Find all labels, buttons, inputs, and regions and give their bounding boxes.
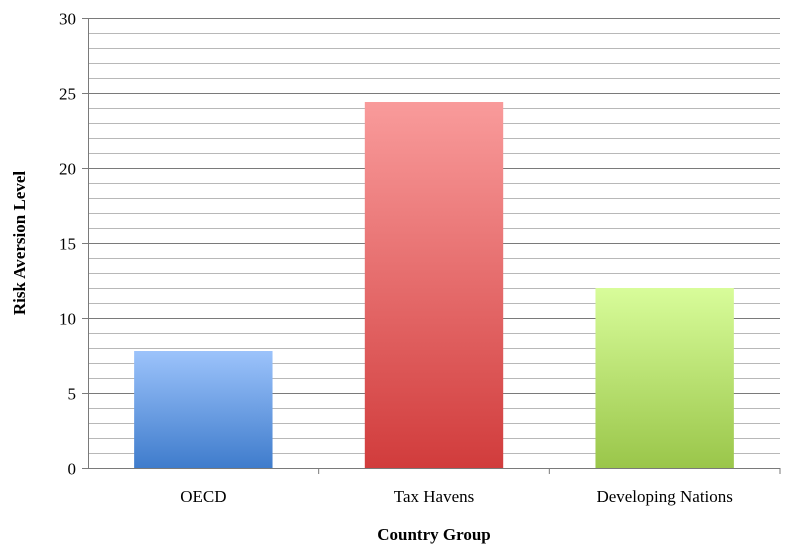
axes bbox=[82, 18, 781, 474]
x-category-label: OECD bbox=[180, 487, 226, 506]
y-tick-label: 0 bbox=[68, 460, 77, 479]
y-tick-labels: 0 5 10 15 20 25 30 bbox=[59, 10, 76, 479]
y-tick-label: 20 bbox=[59, 160, 76, 179]
bars bbox=[134, 102, 734, 468]
x-axis-title: Country Group bbox=[377, 525, 491, 544]
y-tick-label: 10 bbox=[59, 310, 76, 329]
y-axis-title: Risk Aversion Level bbox=[10, 171, 29, 315]
x-category-label: Tax Havens bbox=[394, 487, 474, 506]
x-category-labels: OECD Tax Havens Developing Nations bbox=[180, 487, 733, 506]
bar-oecd bbox=[134, 351, 273, 468]
x-category-label: Developing Nations bbox=[596, 487, 732, 506]
y-tick-label: 25 bbox=[59, 85, 76, 104]
y-tick-label: 15 bbox=[59, 235, 76, 254]
y-tick-label: 30 bbox=[59, 10, 76, 29]
bar-developing-nations bbox=[595, 288, 734, 468]
bar-tax-havens bbox=[364, 102, 504, 468]
y-tick-label: 5 bbox=[68, 385, 77, 404]
